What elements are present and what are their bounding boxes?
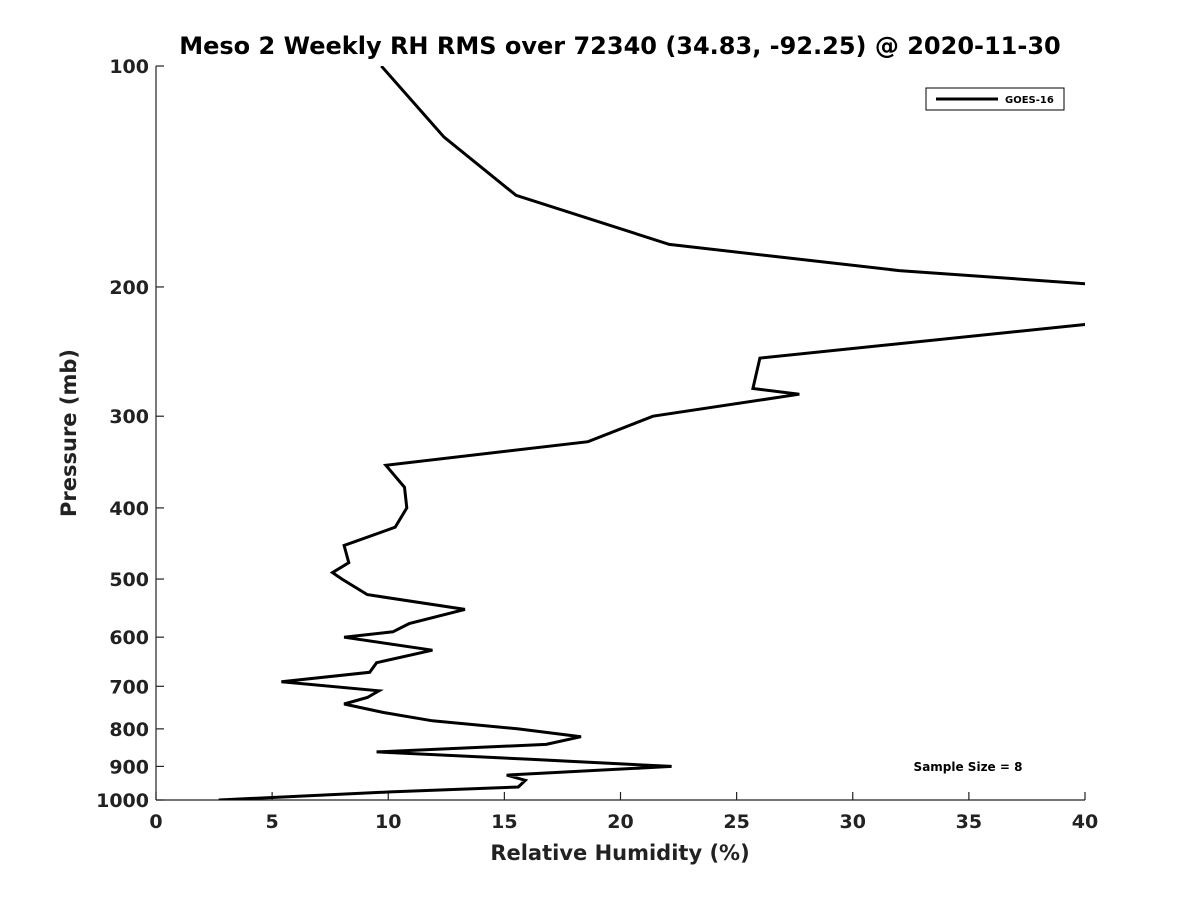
legend: GOES-16	[925, 87, 1065, 111]
x-tick-label: 5	[266, 811, 279, 833]
y-axis-label: Pressure (mb)	[57, 349, 81, 517]
x-tick-label: 40	[1072, 811, 1098, 833]
x-tick-label: 0	[149, 811, 162, 833]
y-tick-label: 800	[109, 719, 149, 741]
x-axis-label: Relative Humidity (%)	[490, 841, 749, 865]
chart-title: Meso 2 Weekly RH RMS over 72340 (34.83, …	[179, 32, 1061, 60]
x-tick-label: 35	[956, 811, 982, 833]
legend-entry-goes-16: GOES-16	[1005, 95, 1054, 106]
axes	[155, 65, 1086, 801]
y-tick-label: 900	[109, 756, 149, 778]
x-tick-label: 30	[840, 811, 866, 833]
y-tick-label: 500	[109, 569, 149, 591]
y-tick-label: 100	[109, 56, 149, 78]
tick-labels: 0 5 10 15 20 25 30 35 40 100 200 300 400 500 600 700 800…	[96, 56, 1098, 833]
y-tick-label: 1000	[96, 790, 149, 812]
x-tick-label: 15	[491, 811, 517, 833]
y-tick-label: 700	[109, 676, 149, 698]
series-line-goes-16	[218, 66, 1085, 800]
x-tick-label: 25	[723, 811, 749, 833]
y-tick-label: 200	[109, 277, 149, 299]
sample-size-annotation: Sample Size = 8	[914, 760, 1023, 774]
y-tick-label: 600	[109, 627, 149, 649]
y-tick-label: 300	[109, 406, 149, 428]
x-tick-label: 20	[607, 811, 633, 833]
x-tick-label: 10	[375, 811, 401, 833]
y-tick-label: 400	[109, 498, 149, 520]
